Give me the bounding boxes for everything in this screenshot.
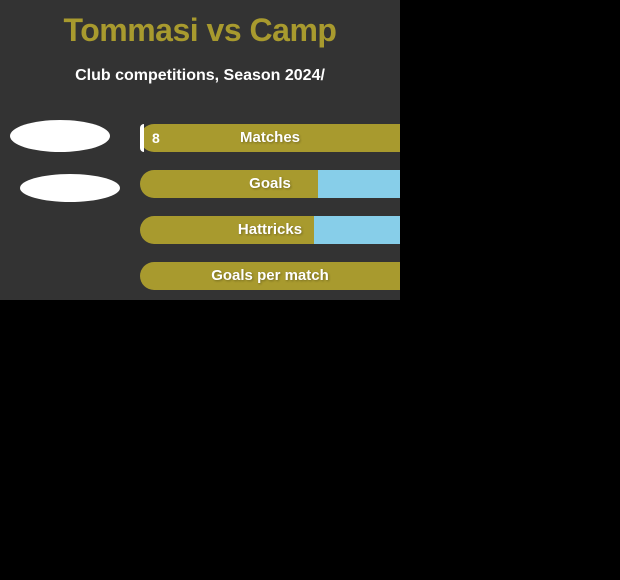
avatar-player-1 <box>10 120 110 152</box>
stat-label: Hattricks <box>140 216 400 244</box>
stat-row-goals: Goals <box>140 170 400 198</box>
stat-label: Goals per match <box>140 262 400 290</box>
page-title: Tommasi vs Camp <box>0 0 400 49</box>
stat-label: Matches <box>140 124 400 152</box>
page-subtitle: Club competitions, Season 2024/ <box>0 49 400 85</box>
stat-label: Goals <box>140 170 400 198</box>
stats-container: 8 Matches Goals Hattricks Goals per matc… <box>140 124 400 308</box>
stat-row-goals-per-match: Goals per match <box>140 262 400 290</box>
avatar-player-2 <box>20 174 120 202</box>
avatar-container <box>10 120 120 202</box>
stat-row-matches: 8 Matches <box>140 124 400 152</box>
stat-row-hattricks: Hattricks <box>140 216 400 244</box>
comparison-panel: Tommasi vs Camp Club competitions, Seaso… <box>0 0 400 300</box>
